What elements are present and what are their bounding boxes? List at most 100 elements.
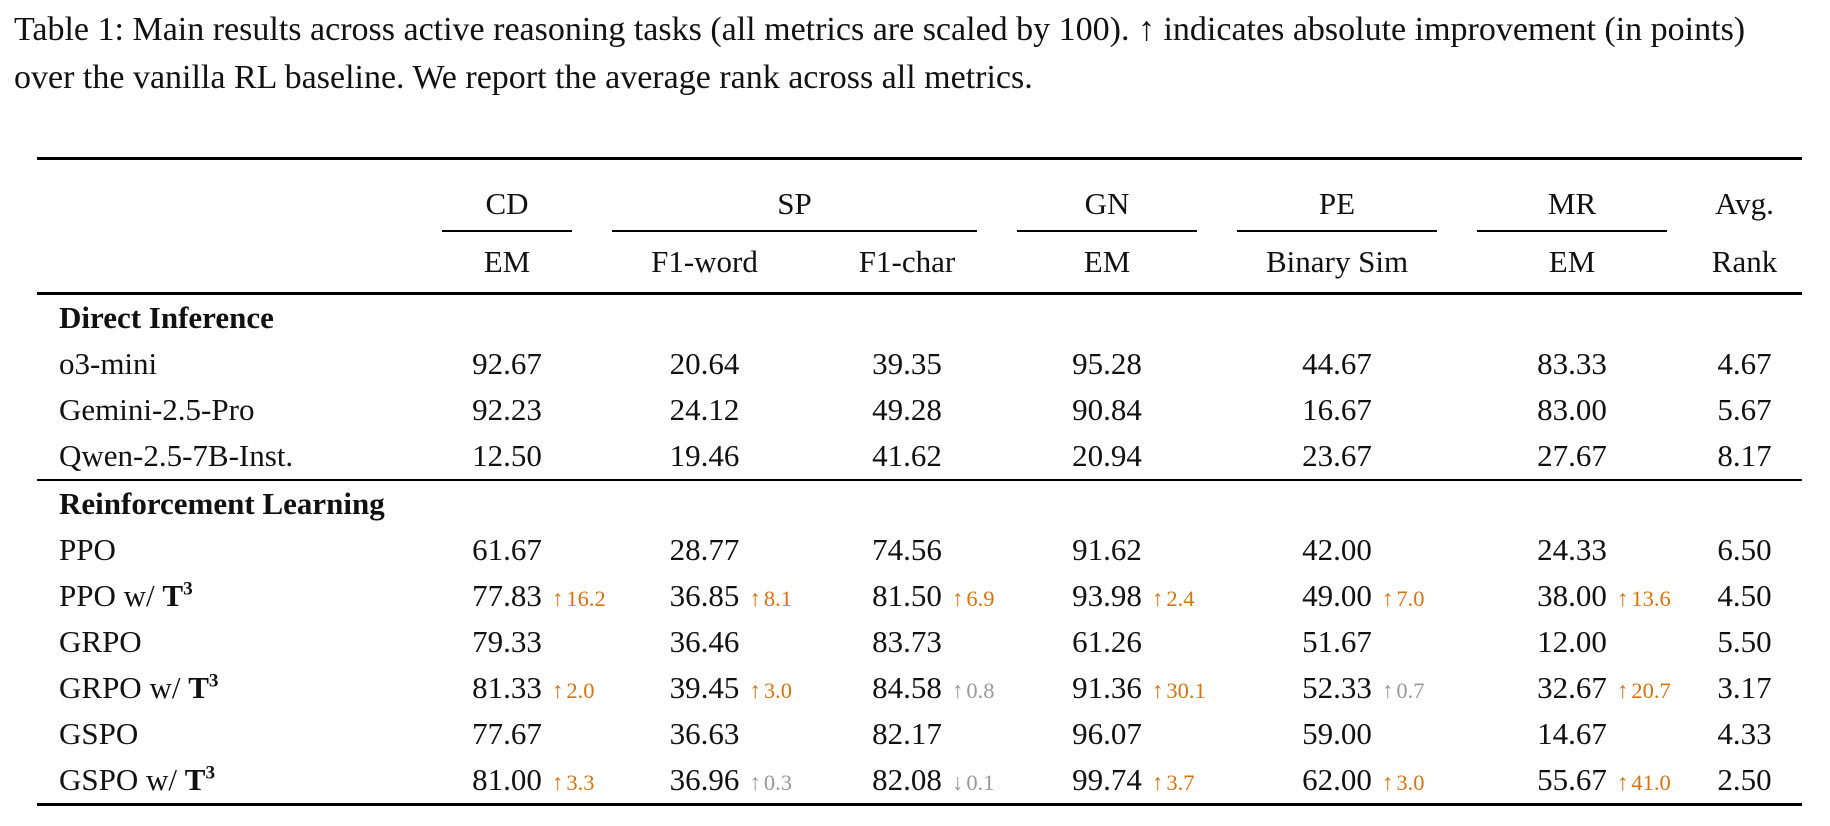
table-row: PPO 61.67 28.77 74.56 91.62 42.00 24.33 6.50 xyxy=(37,527,1802,573)
up-arrow-icon: ↑ xyxy=(951,585,964,611)
delta-badge: ↑ 3.7 xyxy=(1152,771,1195,795)
metric-value: 61.26 xyxy=(1072,624,1142,659)
subheader-row: EM F1-word F1-char EM Binary Sim EM Rank xyxy=(37,232,1803,295)
up-arrow-icon: ↑ xyxy=(1381,677,1394,703)
delta-badge: ↑ 16.2 xyxy=(552,587,606,611)
metric-value-wrap: 52.33 ↑ 0.7 xyxy=(1302,670,1424,706)
metric-cell: 83.00 xyxy=(1457,387,1687,433)
delta-badge: ↑ 41.0 xyxy=(1617,771,1671,795)
metric-value: 62.00 xyxy=(1302,762,1372,797)
metric-value: 61.67 xyxy=(472,532,542,567)
metric-value: 96.07 xyxy=(1072,716,1142,751)
metric-value-wrap: 55.67 ↑ 41.0 xyxy=(1537,762,1671,798)
delta-amount: 16.2 xyxy=(566,585,606,611)
delta-amount: 3.7 xyxy=(1166,769,1195,795)
delta-amount: 3.0 xyxy=(1396,769,1425,795)
delta-badge: ↑ 2.0 xyxy=(552,679,595,703)
metric-cell: 38.00 ↑ 13.6 xyxy=(1457,573,1687,619)
results-table: CD SP GN PE MR Avg. EM F1-word F1-char EM Binary S… xyxy=(37,157,1803,806)
metric-value-wrap: 51.67 xyxy=(1302,624,1372,660)
metric-value-wrap: 8.17 xyxy=(1717,438,1771,474)
delta-badge: ↑ 3.0 xyxy=(749,679,792,703)
metric-cell: 61.26 xyxy=(997,619,1217,665)
metric-value: 36.63 xyxy=(669,716,740,751)
metric-value: 2.50 xyxy=(1717,762,1772,797)
model-name: GSPO w/ T3 xyxy=(59,762,216,797)
metric-value-wrap: 36.96 ↑ 0.3 xyxy=(670,762,792,798)
metric-value-wrap: 91.36 ↑ 30.1 xyxy=(1072,670,1206,706)
table-row: Qwen-2.5-7B-Inst. 12.50 19.46 41.62 20.94 23.… xyxy=(37,433,1802,480)
metric-cell: 83.73 xyxy=(817,619,997,665)
metric-value-wrap: 61.67 xyxy=(472,532,542,568)
metric-value-wrap: 4.33 xyxy=(1717,716,1771,752)
metric-cell: 36.46 xyxy=(592,619,817,665)
column-group-PE: PE xyxy=(1217,159,1457,233)
metric-value-wrap: 32.67 ↑ 20.7 xyxy=(1537,670,1671,706)
metric-cell: 79.33 xyxy=(422,619,592,665)
metric-value: 81.33 xyxy=(472,670,542,705)
delta-amount: 0.7 xyxy=(1396,677,1425,703)
metric-value: 23.67 xyxy=(1302,438,1372,473)
subheader-f1-char: F1-char xyxy=(817,232,998,295)
metric-cell: 39.45 ↑ 3.0 xyxy=(592,665,817,711)
metric-value: 36.46 xyxy=(669,624,740,659)
table-body: Direct Inference o3-mini 92.67 20.64 39.35 95… xyxy=(37,294,1803,805)
metric-value-wrap: 77.83 ↑ 16.2 xyxy=(472,578,606,614)
delta-badge: ↑ 7.0 xyxy=(1382,587,1425,611)
metric-value-wrap: 23.67 xyxy=(1302,438,1372,474)
metric-value: 38.00 xyxy=(1537,578,1607,613)
metric-value-wrap: 79.33 xyxy=(472,624,542,660)
metric-cell: 41.62 xyxy=(817,433,997,480)
metric-value: 59.00 xyxy=(1302,716,1372,751)
column-group-row: CD SP GN PE MR Avg. xyxy=(37,159,1802,233)
metric-value: 5.67 xyxy=(1717,392,1772,427)
metric-cell: 52.33 ↑ 0.7 xyxy=(1217,665,1457,711)
subheader-rank: Rank xyxy=(1687,232,1803,295)
metric-cell: 16.67 xyxy=(1217,387,1457,433)
section-row: Direct Inference xyxy=(37,294,1802,342)
metric-value-wrap: 36.46 xyxy=(670,624,740,660)
metric-value-wrap: 2.50 xyxy=(1717,762,1771,798)
metric-cell: 55.67 ↑ 41.0 xyxy=(1457,757,1687,805)
metric-value: 14.67 xyxy=(1537,716,1607,751)
metric-value-wrap: 49.00 ↑ 7.0 xyxy=(1302,578,1424,614)
up-arrow-icon: ↑ xyxy=(1151,677,1164,703)
metric-value: 28.77 xyxy=(669,532,740,567)
up-arrow-icon: ↑ xyxy=(551,585,564,611)
delta-badge: ↑ 30.1 xyxy=(1152,679,1206,703)
metric-value: 16.67 xyxy=(1302,392,1372,427)
metric-value: 92.67 xyxy=(472,346,542,381)
delta-amount: 2.0 xyxy=(566,677,595,703)
metric-value: 20.64 xyxy=(669,346,740,381)
metric-value: 83.73 xyxy=(872,624,942,659)
metric-value: 95.28 xyxy=(1072,346,1142,381)
delta-badge: ↑ 3.0 xyxy=(1382,771,1425,795)
subheader-em: EM xyxy=(422,232,592,295)
subheader-f1-word: F1-word xyxy=(592,232,817,295)
metric-value-wrap: 91.62 xyxy=(1072,532,1142,568)
table-row: GSPO 77.67 36.63 82.17 96.07 59.00 14.67 4.33 xyxy=(37,711,1802,757)
delta-amount: 20.7 xyxy=(1631,677,1671,703)
metric-value-wrap: 16.67 xyxy=(1302,392,1372,428)
metric-value-wrap: 39.35 xyxy=(872,346,942,382)
metric-cell: 2.50 xyxy=(1687,757,1802,805)
metric-value-wrap: 5.50 xyxy=(1717,624,1771,660)
delta-amount: 41.0 xyxy=(1631,769,1671,795)
metric-value: 93.98 xyxy=(1072,578,1142,613)
subheader-em: EM xyxy=(1457,232,1688,295)
delta-amount: 3.3 xyxy=(566,769,595,795)
delta-badge: ↑ 6.9 xyxy=(952,587,995,611)
metric-value-wrap: 20.64 xyxy=(670,346,740,382)
up-arrow-icon: ↑ xyxy=(1151,585,1164,611)
metric-cell: 99.74 ↑ 3.7 xyxy=(997,757,1217,805)
metric-value-wrap: 36.63 xyxy=(670,716,740,752)
metric-value-wrap: 77.67 xyxy=(472,716,542,752)
metric-value: 12.50 xyxy=(472,438,542,473)
metric-cell: 82.17 xyxy=(817,711,997,757)
metric-value-wrap: 62.00 ↑ 3.0 xyxy=(1302,762,1424,798)
metric-cell: 62.00 ↑ 3.0 xyxy=(1217,757,1457,805)
metric-value-wrap: 41.62 xyxy=(872,438,942,474)
model-name: GRPO xyxy=(59,624,142,659)
model-suffix: T3 xyxy=(188,670,219,705)
metric-value-wrap: 90.84 xyxy=(1072,392,1142,428)
